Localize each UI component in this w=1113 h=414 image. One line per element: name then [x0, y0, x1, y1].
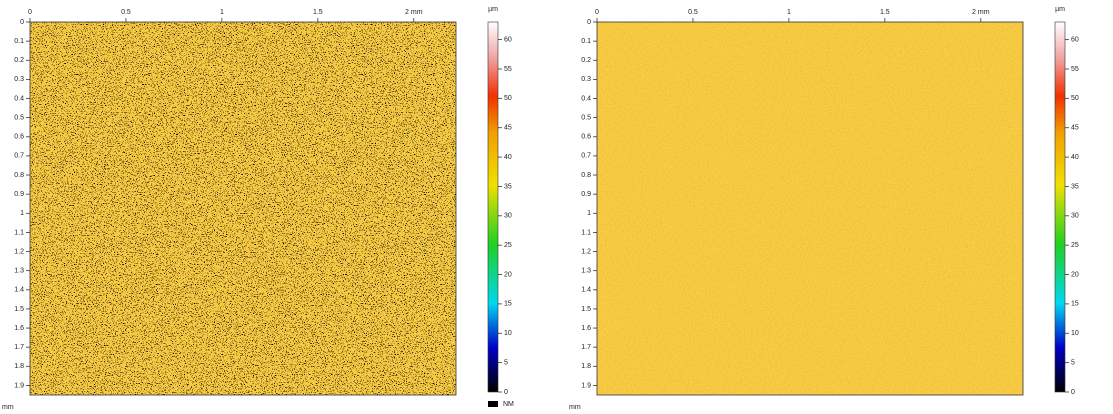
y-tick-label: 1.9 — [581, 382, 591, 389]
colorbar-tick-label: 55 — [1071, 66, 1079, 73]
x-tick-label: 2 mm — [405, 9, 423, 16]
y-tick-label: 0.5 — [14, 114, 24, 121]
y-tick-label: 0.8 — [14, 172, 24, 179]
colorbar-tick-label: 15 — [1071, 301, 1079, 308]
colorbar-tick-label: 45 — [504, 125, 512, 132]
y-tick-label: 0.4 — [14, 95, 24, 102]
height-texture — [597, 22, 1023, 395]
y-tick-label: 1.6 — [14, 325, 24, 332]
y-tick-label: 0.3 — [14, 76, 24, 83]
y-axis-label: mm — [2, 404, 14, 411]
y-tick-label: 0.4 — [581, 95, 591, 102]
colorbar-tick-label: 50 — [504, 95, 512, 102]
x-tick-label: 1 — [220, 9, 224, 16]
colorbar — [1054, 21, 1066, 393]
x-tick-label: 0.5 — [121, 9, 131, 16]
y-tick-label: 0.3 — [581, 76, 591, 83]
colorbar-tick-label: 55 — [504, 66, 512, 73]
y-tick-label: 1.4 — [14, 287, 24, 294]
y-tick-label: 0 — [20, 19, 24, 26]
colorbar-tick-label: 5 — [504, 359, 508, 366]
colorbar-unit: µm — [1055, 6, 1065, 13]
y-tick-label: 0.2 — [14, 57, 24, 64]
colorbar-tick-label: 35 — [504, 183, 512, 190]
colorbar-tick-label: 50 — [1071, 95, 1079, 102]
y-tick-label: 1.3 — [14, 268, 24, 275]
x-tick-label: 0.5 — [688, 9, 698, 16]
y-tick-label: 0 — [587, 19, 591, 26]
y-tick-label: 1.7 — [581, 344, 591, 351]
x-tick-label: 1.5 — [313, 9, 323, 16]
y-tick-label: 1 — [587, 210, 591, 217]
colorbar-tick-label: 40 — [504, 154, 512, 161]
x-tick-label: 1 — [787, 9, 791, 16]
colorbar — [487, 21, 499, 393]
y-tick-label: 0.1 — [581, 38, 591, 45]
y-tick-label: 0.1 — [14, 38, 24, 45]
colorbar-tick-label: 35 — [1071, 183, 1079, 190]
x-tick-label: 1.5 — [880, 9, 890, 16]
x-tick-label: 0 — [28, 9, 32, 16]
y-tick-label: 0.7 — [14, 153, 24, 160]
y-tick-label: 0.6 — [581, 134, 591, 141]
colorbar-tick-label: 20 — [504, 271, 512, 278]
plot-frame — [29, 21, 457, 396]
y-tick-label: 0.9 — [581, 191, 591, 198]
colorbar-tick-label: 25 — [1071, 242, 1079, 249]
colorbar-tick-label: 25 — [504, 242, 512, 249]
colorbar-tick-label: 45 — [1071, 125, 1079, 132]
y-axis-label: mm — [569, 404, 581, 411]
x-tick-label: 2 mm — [972, 9, 990, 16]
y-tick-label: 0.8 — [581, 172, 591, 179]
colorbar-tick-label: 5 — [1071, 359, 1075, 366]
y-tick-label: 1 — [20, 210, 24, 217]
y-tick-label: 1.2 — [14, 248, 24, 255]
colorbar-tick-label: 60 — [504, 36, 512, 43]
colorbar-tick-label: 20 — [1071, 271, 1079, 278]
non-measured-points — [30, 22, 456, 395]
colorbar-tick-label: 60 — [1071, 36, 1079, 43]
plot-frame — [596, 21, 1024, 396]
y-tick-label: 1.5 — [14, 306, 24, 313]
x-tick-label: 0 — [595, 9, 599, 16]
y-tick-label: 1.5 — [581, 306, 591, 313]
y-tick-label: 0.2 — [581, 57, 591, 64]
y-tick-label: 1.9 — [14, 382, 24, 389]
y-tick-label: 1.4 — [581, 287, 591, 294]
y-tick-label: 1.8 — [14, 363, 24, 370]
y-tick-label: 1.7 — [14, 344, 24, 351]
y-tick-label: 0.5 — [581, 114, 591, 121]
y-tick-label: 0.6 — [14, 134, 24, 141]
colorbar-tick-label: 15 — [504, 301, 512, 308]
y-tick-label: 1.1 — [581, 229, 591, 236]
y-tick-label: 1.8 — [581, 363, 591, 370]
y-tick-label: 1.3 — [581, 268, 591, 275]
y-tick-label: 1.6 — [581, 325, 591, 332]
y-tick-label: 1.2 — [581, 248, 591, 255]
y-tick-label: 0.9 — [14, 191, 24, 198]
legend-label: NM — [503, 401, 514, 408]
y-tick-label: 0.7 — [581, 153, 591, 160]
colorbar-unit: µm — [488, 6, 498, 13]
colorbar-tick-label: 0 — [504, 389, 508, 396]
colorbar-tick-label: 10 — [504, 330, 512, 337]
colorbar-tick-label: 0 — [1071, 389, 1075, 396]
y-tick-label: 1.1 — [14, 229, 24, 236]
legend-swatch — [488, 401, 498, 407]
colorbar-tick-label: 30 — [1071, 213, 1079, 220]
colorbar-tick-label: 30 — [504, 213, 512, 220]
colorbar-tick-label: 10 — [1071, 330, 1079, 337]
colorbar-tick-label: 40 — [1071, 154, 1079, 161]
